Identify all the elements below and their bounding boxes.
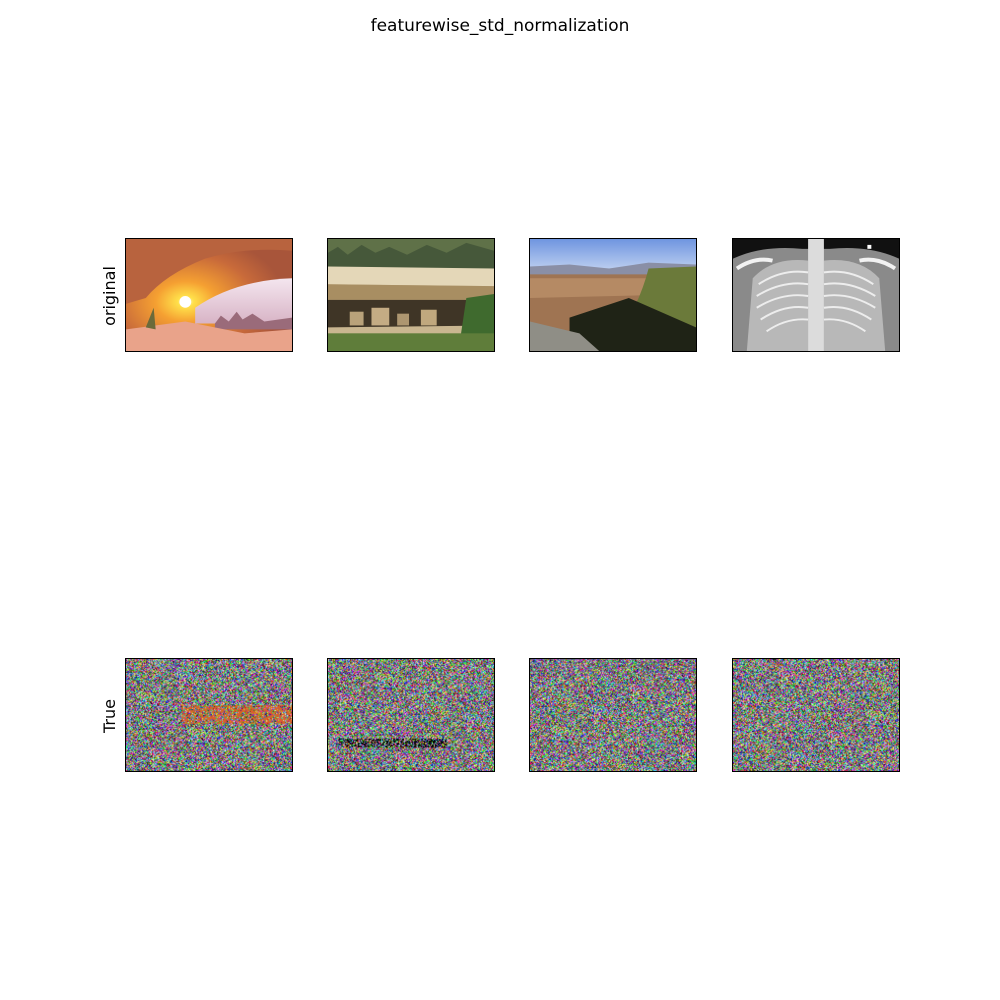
chest-xray-icon [733, 239, 899, 351]
normalized-image-4 [732, 658, 900, 772]
noise-image-icon [733, 659, 899, 771]
normalized-image-1 [125, 658, 293, 772]
noise-image-icon [530, 659, 696, 771]
original-image-2 [327, 238, 495, 352]
figure-title: featurewise_std_normalization [370, 16, 630, 36]
cliff-dwelling-icon [328, 239, 494, 351]
noise-image-icon [126, 659, 292, 771]
normalized-image-2 [327, 658, 495, 772]
normalized-image-3 [529, 658, 697, 772]
arch-sunburst-icon [126, 239, 292, 351]
original-image-1 [125, 238, 293, 352]
row-label-original: original [100, 266, 119, 326]
noise-image-icon [328, 659, 494, 771]
row-label-true: True [100, 699, 119, 733]
canyon-overlook-icon [530, 239, 696, 351]
original-image-3 [529, 238, 697, 352]
original-image-4 [732, 238, 900, 352]
